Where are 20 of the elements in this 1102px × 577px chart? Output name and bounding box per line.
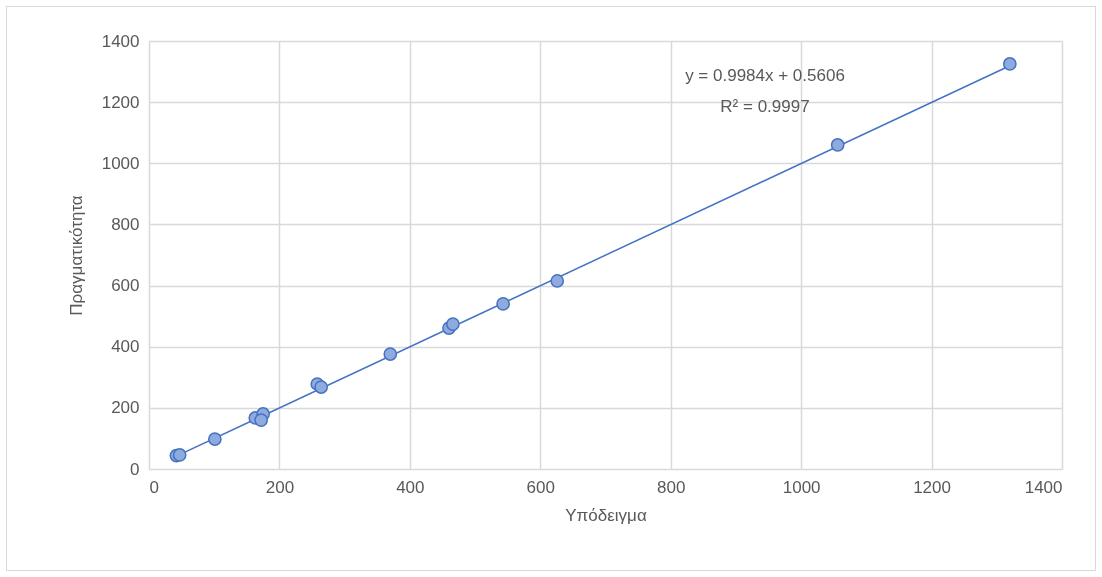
y-tick-label: 0 — [130, 459, 140, 479]
x-tick-label: 0 — [149, 477, 159, 497]
y-tick-label: 1400 — [101, 31, 140, 51]
annotation: R² = 0.9997 — [720, 97, 810, 116]
x-tick-label: 1200 — [913, 477, 951, 497]
y-tick-label: 1200 — [101, 92, 140, 112]
x-tick-label: 200 — [265, 477, 295, 497]
x-tick-label: 600 — [526, 477, 555, 497]
y-tick-label: 200 — [111, 398, 140, 418]
y-tick-label: 400 — [111, 337, 140, 357]
y-axis-title: Πραγματικότητα — [66, 195, 86, 316]
x-tick-label: 800 — [657, 477, 686, 497]
y-tick-label: 800 — [111, 214, 140, 234]
annotation: y = 0.9984x + 0.5606 — [685, 66, 845, 85]
x-tick-label: 1000 — [782, 477, 821, 497]
x-axis-title: Υπόδειγμα — [565, 505, 647, 525]
y-tick-label: 1000 — [101, 153, 140, 173]
x-tick-label: 400 — [396, 477, 425, 497]
x-tick-label: 1400 — [1024, 477, 1063, 497]
y-tick-label: 600 — [111, 276, 140, 296]
